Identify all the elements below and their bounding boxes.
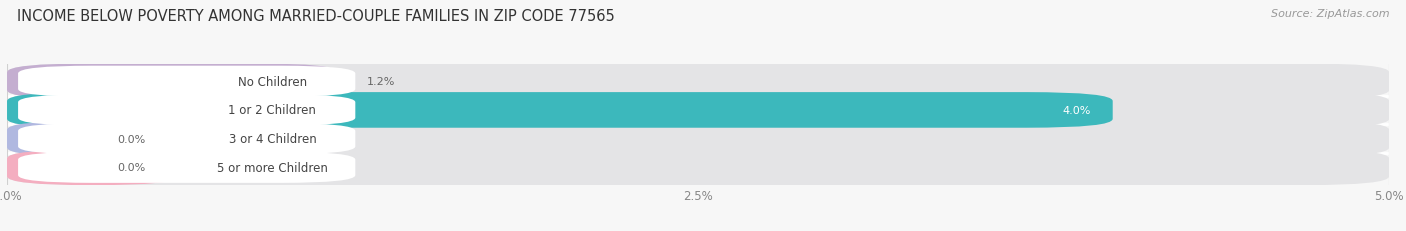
FancyBboxPatch shape bbox=[7, 93, 1112, 128]
Text: No Children: No Children bbox=[238, 75, 307, 88]
FancyBboxPatch shape bbox=[18, 124, 356, 155]
FancyBboxPatch shape bbox=[7, 121, 1389, 157]
Text: 3 or 4 Children: 3 or 4 Children bbox=[229, 133, 316, 146]
FancyBboxPatch shape bbox=[7, 150, 1389, 185]
FancyBboxPatch shape bbox=[7, 93, 1389, 128]
FancyBboxPatch shape bbox=[7, 121, 179, 157]
Text: INCOME BELOW POVERTY AMONG MARRIED-COUPLE FAMILIES IN ZIP CODE 77565: INCOME BELOW POVERTY AMONG MARRIED-COUPL… bbox=[17, 9, 614, 24]
FancyBboxPatch shape bbox=[18, 95, 356, 126]
Text: 0.0%: 0.0% bbox=[118, 134, 146, 144]
FancyBboxPatch shape bbox=[7, 150, 179, 185]
Text: 1 or 2 Children: 1 or 2 Children bbox=[228, 104, 316, 117]
Text: 4.0%: 4.0% bbox=[1062, 106, 1091, 116]
Text: Source: ZipAtlas.com: Source: ZipAtlas.com bbox=[1271, 9, 1389, 19]
Text: 0.0%: 0.0% bbox=[118, 163, 146, 173]
FancyBboxPatch shape bbox=[7, 64, 339, 100]
FancyBboxPatch shape bbox=[18, 66, 356, 97]
Text: 1.2%: 1.2% bbox=[367, 77, 395, 87]
FancyBboxPatch shape bbox=[7, 64, 1389, 100]
FancyBboxPatch shape bbox=[18, 152, 356, 183]
Text: 5 or more Children: 5 or more Children bbox=[217, 161, 328, 174]
